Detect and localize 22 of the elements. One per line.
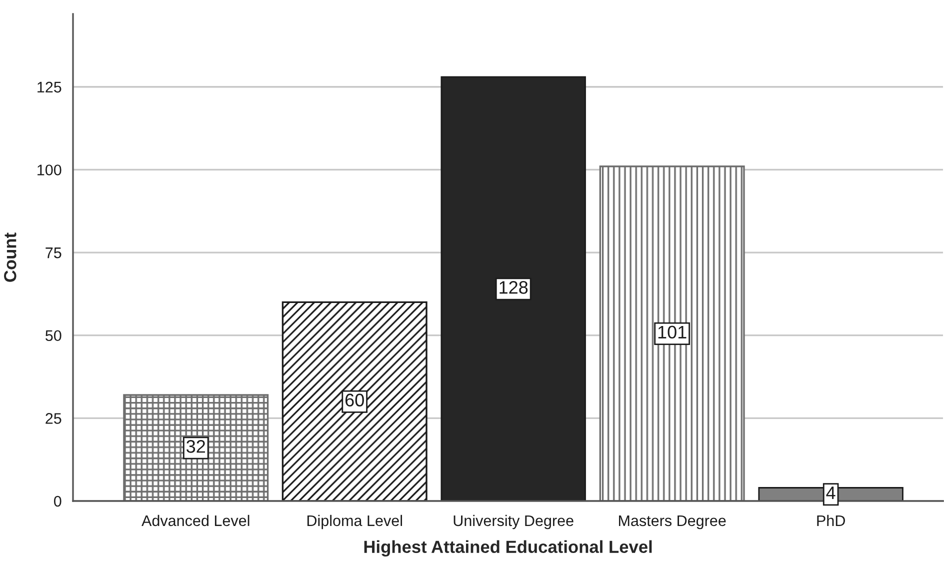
data-label: 128 xyxy=(500,281,528,294)
data-label: 60 xyxy=(345,394,364,406)
y-tick-label: 50 xyxy=(46,330,62,342)
x-axis-title: Highest Attained Educational Level xyxy=(364,540,652,556)
x-tick-label: Advanced Level xyxy=(142,514,250,526)
data-label: 101 xyxy=(658,326,686,339)
y-axis-title: Count xyxy=(4,232,16,282)
bar xyxy=(599,166,745,501)
y-tick-label: 100 xyxy=(38,164,62,176)
bar xyxy=(440,76,586,501)
y-tick-label: 25 xyxy=(46,413,62,424)
x-tick-label: Masters Degree xyxy=(619,515,726,530)
x-tick-label: University Degree xyxy=(454,514,574,530)
y-tick-label: 125 xyxy=(38,82,62,93)
bar xyxy=(282,301,428,501)
data-label: 32 xyxy=(186,440,205,453)
x-tick-label: Diploma Level xyxy=(307,514,402,530)
x-tick-label: PhD xyxy=(817,514,845,526)
y-tick-label: 75 xyxy=(46,248,62,258)
data-label: 4 xyxy=(826,486,836,500)
y-tick-label: 0 xyxy=(54,496,62,507)
bar xyxy=(123,394,269,501)
